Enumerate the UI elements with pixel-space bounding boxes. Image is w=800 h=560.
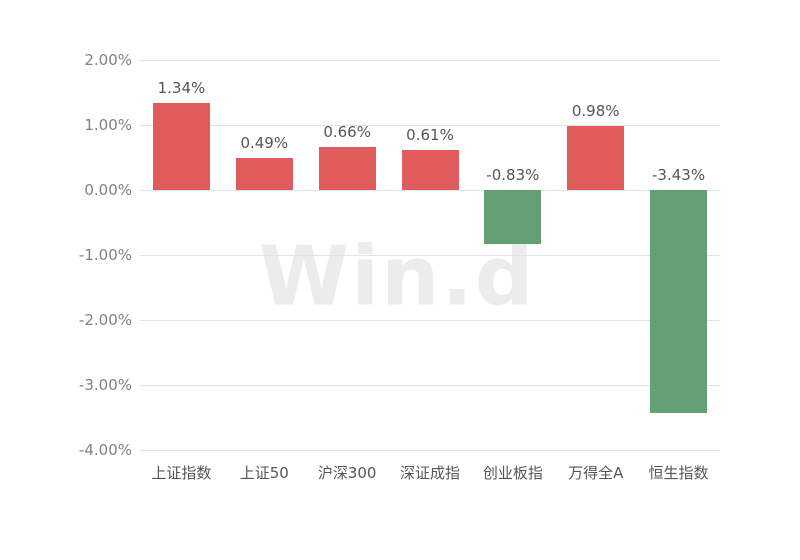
bar-value-label: 0.98% (571, 102, 620, 120)
gridline (140, 255, 720, 256)
y-axis-tick-label: 0.00% (84, 181, 132, 199)
gridline (140, 60, 720, 61)
bar-value-label: -0.83% (486, 166, 540, 184)
gridline (140, 125, 720, 126)
chart-bar (153, 103, 210, 190)
bar-value-label: 1.34% (157, 79, 206, 97)
chart-bar (484, 190, 541, 244)
y-axis-tick-label: -4.00% (78, 441, 132, 459)
chart-bar (650, 190, 707, 413)
chart-bar (567, 126, 624, 190)
chart-bar (319, 147, 376, 190)
bar-value-label: -3.43% (652, 166, 706, 184)
bar-value-label: 0.61% (406, 126, 454, 144)
x-category-label: 创业板指 (482, 464, 543, 482)
bar-value-label: 0.66% (323, 123, 371, 141)
gridline (140, 385, 720, 386)
gridline (140, 450, 720, 451)
y-axis-tick-label: 1.00% (84, 116, 132, 134)
y-axis-tick-label: -1.00% (78, 246, 132, 264)
y-axis-tick-label: 2.00% (84, 51, 132, 69)
x-category-label: 上证指数 (151, 464, 212, 482)
y-axis-tick-label: -2.00% (78, 311, 132, 329)
y-axis-tick-label: -3.00% (78, 376, 132, 394)
chart-bar (236, 158, 293, 190)
wind-watermark: Win.d (258, 229, 536, 325)
gridline (140, 190, 720, 191)
x-category-label: 上证50 (239, 464, 289, 482)
x-category-label: 沪深300 (317, 464, 377, 482)
bar-value-label: 0.49% (240, 134, 289, 152)
x-category-label: 恒生指数 (648, 464, 709, 482)
gridline (140, 320, 720, 321)
x-category-label: 深证成指 (399, 464, 461, 482)
x-category-label: 万得全A (568, 464, 624, 482)
chart-bar (402, 150, 459, 190)
